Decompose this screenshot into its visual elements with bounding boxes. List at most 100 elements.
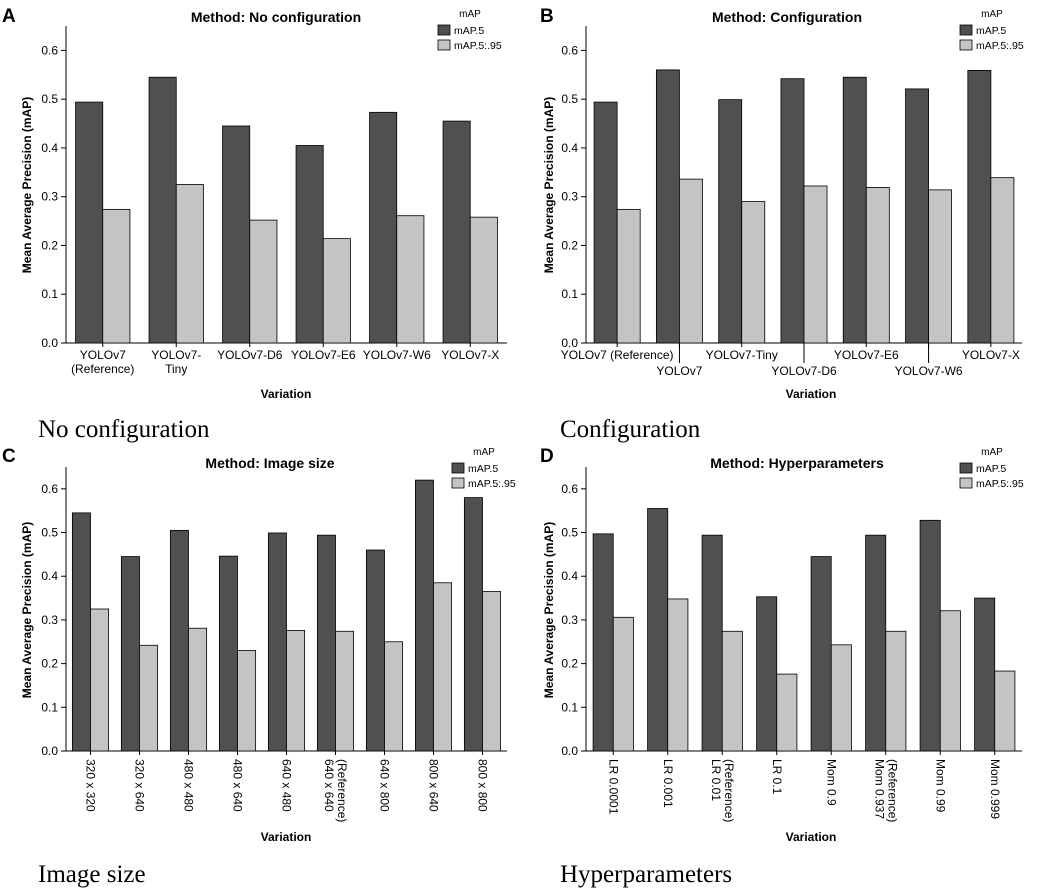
category-label: 640 x 800 xyxy=(378,759,392,812)
y-tick-label: 0.6 xyxy=(561,43,578,57)
panel-letter: A xyxy=(2,6,16,27)
bar-map50-95 xyxy=(188,627,208,752)
y-axis-label: Mean Average Precision (mAP) xyxy=(20,97,34,274)
category-label: (Reference) xyxy=(71,362,134,376)
bar-map50 xyxy=(75,101,104,344)
bar-map50-95 xyxy=(939,610,961,752)
category-label: LR 0.1 xyxy=(770,759,784,795)
bar-map50-95 xyxy=(482,591,502,752)
bar-map50-95 xyxy=(865,187,890,344)
caption-configuration: Configuration xyxy=(560,416,701,443)
bar-map50 xyxy=(842,76,867,344)
category-label: YOLOv7-E6 xyxy=(291,348,356,362)
bar-map50 xyxy=(655,69,680,344)
legend: mAP mAP.5 mAP.5:.95 xyxy=(959,447,1024,490)
category-label: YOLOv7 (Reference) xyxy=(561,348,674,362)
category-label: Mom 0.99 xyxy=(933,759,947,813)
y-tick-label: 0.4 xyxy=(561,569,578,583)
x-axis-label: Variation xyxy=(786,830,837,844)
bar-map50 xyxy=(222,125,251,344)
bar-map50 xyxy=(919,519,941,752)
category-label: (Reference) xyxy=(722,759,736,822)
bar-map50 xyxy=(71,512,91,752)
legend-entry: mAP.5 xyxy=(454,25,484,37)
bar-map50-95 xyxy=(776,673,798,752)
category-label: LR 0.01 xyxy=(709,759,723,801)
y-tick-label: 0.4 xyxy=(561,141,578,155)
bar-map50 xyxy=(463,497,483,752)
legend-swatch xyxy=(959,24,973,36)
bar-map50 xyxy=(810,556,832,752)
y-tick-label: 0.3 xyxy=(41,613,58,627)
bar-map50-95 xyxy=(990,177,1015,344)
y-tick-label: 0.0 xyxy=(41,336,58,350)
chart-title: Method: Configuration xyxy=(712,9,862,25)
caption-no-configuration: No configuration xyxy=(38,416,210,443)
bar-map50 xyxy=(414,479,434,752)
bar-map50-95 xyxy=(885,630,907,752)
category-label: YOLOv7-W6 xyxy=(363,348,431,362)
legend-swatch xyxy=(437,39,451,51)
category-label: YOLOv7 xyxy=(656,364,702,378)
bar-map50 xyxy=(267,532,287,752)
caption-image-size: Image size xyxy=(38,861,146,888)
category-label: 800 x 800 xyxy=(476,759,490,812)
category-label: 640 x 640 xyxy=(322,759,336,812)
bar-map50 xyxy=(780,78,805,344)
category-label: 320 x 640 xyxy=(133,759,147,812)
y-tick-label: 0.6 xyxy=(41,43,58,57)
category-label: YOLOv7- xyxy=(151,348,201,362)
category-label: Mom 0.9 xyxy=(824,759,838,806)
y-tick-label: 0.5 xyxy=(561,526,578,540)
y-tick-label: 0.1 xyxy=(41,700,58,714)
chart-panel-b: B Method: Configuration Mean Average Preci… xyxy=(540,6,1024,401)
y-tick-label: 0.1 xyxy=(561,287,578,301)
bar-map50 xyxy=(218,555,238,752)
category-label: (Reference) xyxy=(335,759,349,822)
y-tick-label: 0.3 xyxy=(561,613,578,627)
bar-map50-95 xyxy=(139,644,159,752)
chart-title: Method: Image size xyxy=(205,455,334,471)
bar-map50-95 xyxy=(396,215,425,344)
bar-map50-95 xyxy=(384,641,404,752)
chart-title: Method: Hyperparameters xyxy=(710,455,884,471)
caption-hyperparameters: Hyperparameters xyxy=(560,861,732,888)
category-label: 480 x 480 xyxy=(182,759,196,812)
legend-swatch xyxy=(959,39,973,51)
bar-map50 xyxy=(369,111,398,344)
bar-map50 xyxy=(316,534,336,752)
category-label: YOLOv7-D6 xyxy=(771,364,837,378)
bar-map50 xyxy=(169,529,189,752)
legend: mAP mAP.5 mAP.5:.95 xyxy=(451,447,516,490)
chart-panel-d: D Method: Hyperparameters Mean Average Pre… xyxy=(540,446,1024,844)
y-tick-label: 0.4 xyxy=(41,569,58,583)
bar-map50 xyxy=(295,145,324,344)
y-tick-label: 0.0 xyxy=(561,744,578,758)
bar-map50-95 xyxy=(928,189,953,344)
legend-swatch xyxy=(959,462,973,474)
category-label: YOLOv7-Tiny xyxy=(706,348,778,362)
bar-map50-95 xyxy=(803,185,828,344)
legend: mAP mAP.5 mAP.5:.95 xyxy=(437,9,502,52)
bar-map50-95 xyxy=(335,630,355,752)
legend: mAP mAP.5 mAP.5:.95 xyxy=(959,9,1024,52)
category-label: LR 0.0001 xyxy=(606,759,620,815)
chart-title: Method: No configuration xyxy=(191,9,361,25)
legend-swatch xyxy=(959,477,973,489)
category-label: 800 x 640 xyxy=(427,759,441,812)
y-tick-label: 0.0 xyxy=(41,744,58,758)
y-axis-label: Mean Average Precision (mAP) xyxy=(542,522,556,699)
category-label: Tiny xyxy=(165,362,187,376)
legend-entry: mAP.5:.95 xyxy=(976,40,1024,52)
bar-map50-95 xyxy=(90,608,110,752)
category-label: YOLOv7 xyxy=(80,348,126,362)
y-tick-label: 0.6 xyxy=(561,482,578,496)
category-label: Mom 0.937 xyxy=(872,759,886,819)
y-tick-label: 0.3 xyxy=(561,190,578,204)
bar-map50 xyxy=(718,99,743,344)
bar-map50-95 xyxy=(322,238,351,344)
bar-map50 xyxy=(120,556,140,752)
y-tick-label: 0.3 xyxy=(41,190,58,204)
legend-entry: mAP.5:.95 xyxy=(454,40,502,52)
bar-map50 xyxy=(148,76,177,344)
